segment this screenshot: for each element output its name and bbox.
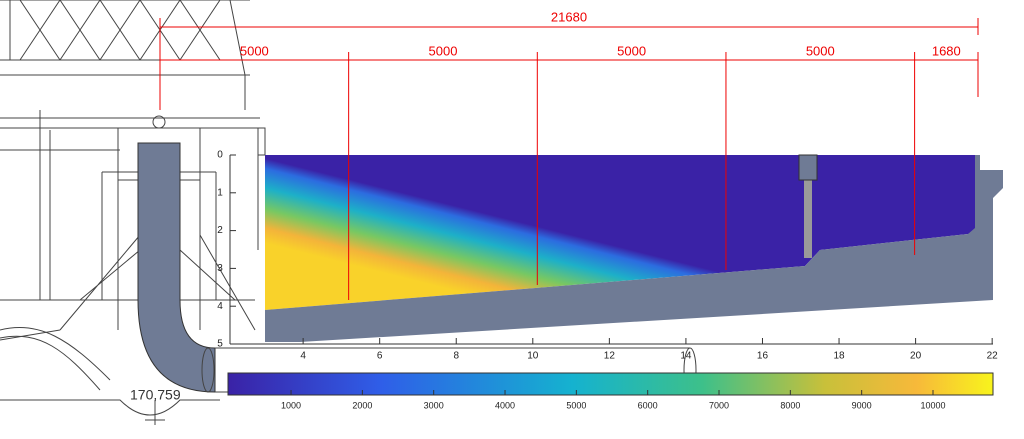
depth-tick-label: 3 xyxy=(217,263,223,274)
colorbar-tick-label: 1000 xyxy=(281,400,301,410)
baffle-head xyxy=(798,154,818,181)
colorbar-tick-label: 3000 xyxy=(424,400,444,410)
colorbar-tick-label: 10000 xyxy=(920,400,945,410)
x-tick-label: 22 xyxy=(987,351,999,362)
colorbar-tick-label: 8000 xyxy=(780,400,800,410)
depth-tick-label: 0 xyxy=(217,150,223,161)
x-tick-label: 4 xyxy=(300,351,306,362)
x-tick-label: 18 xyxy=(833,351,845,362)
structure-lines xyxy=(0,0,266,425)
colorbar-tick-label: 2000 xyxy=(352,400,372,410)
dimension-label: 5000 xyxy=(617,43,646,58)
dimension-label: 21680 xyxy=(551,9,587,24)
tank-concrete xyxy=(265,155,1003,342)
x-tick-label: 16 xyxy=(757,351,769,362)
colorbar xyxy=(227,372,994,396)
depth-tick-label: 4 xyxy=(217,301,223,312)
colorbar-tick-label: 4000 xyxy=(495,400,515,410)
dimension-label: 5000 xyxy=(806,43,835,58)
velocity-field xyxy=(265,155,975,310)
dimension-label: 1680 xyxy=(932,43,961,58)
dimension-label: 5000 xyxy=(240,43,269,58)
baffle xyxy=(804,170,812,258)
x-tick-label: 6 xyxy=(377,351,383,362)
x-tick-label: 10 xyxy=(527,351,539,362)
colorbar-tick-label: 5000 xyxy=(566,400,586,410)
depth-tick-label: 1 xyxy=(217,187,223,198)
pipe-start xyxy=(201,347,215,393)
x-tick-label: 12 xyxy=(604,351,616,362)
colorbar-tick-label: 7000 xyxy=(709,400,729,410)
colorbar-tick-label: 6000 xyxy=(638,400,658,410)
depth-tick-label: 5 xyxy=(217,339,223,350)
colorbar-tick-label: 9000 xyxy=(852,400,872,410)
x-tick-label: 20 xyxy=(910,351,922,362)
inlet-pipe xyxy=(137,142,216,393)
dimension-label: 5000 xyxy=(429,43,458,58)
x-tick-label: 14 xyxy=(680,351,692,362)
x-tick-label: 8 xyxy=(453,351,459,362)
elevation-label: 170,759 xyxy=(130,387,181,403)
depth-tick-label: 2 xyxy=(217,225,223,236)
